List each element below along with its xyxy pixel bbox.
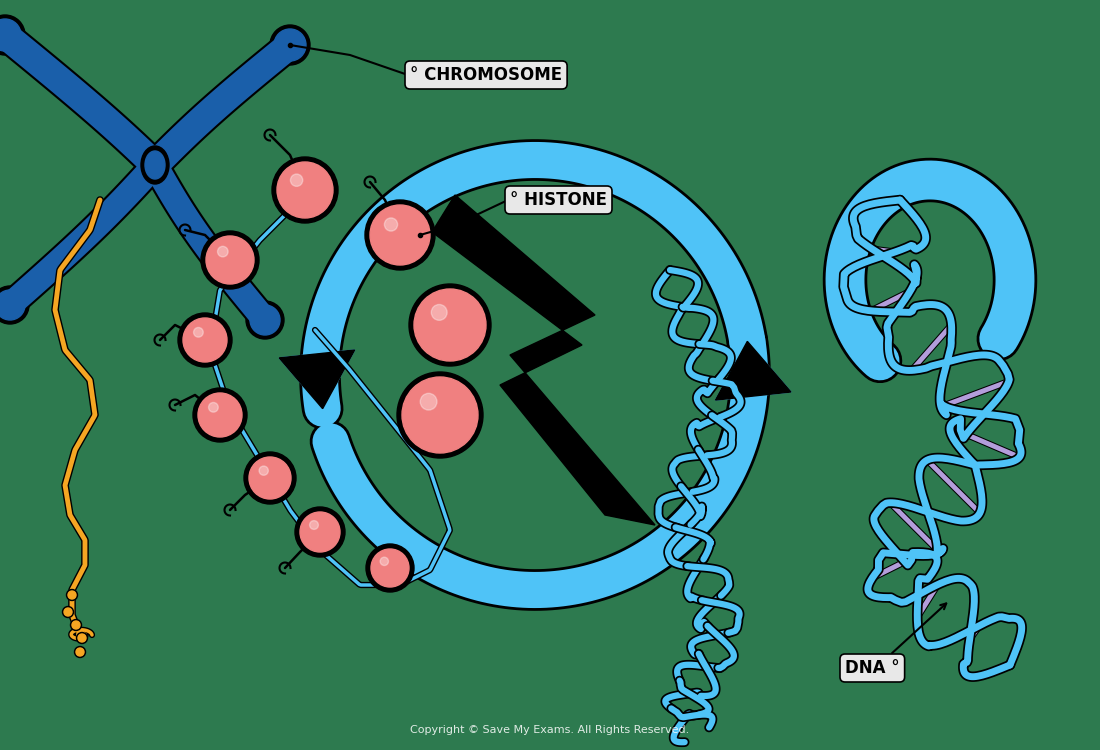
Circle shape bbox=[260, 466, 268, 476]
Text: ° HISTONE: ° HISTONE bbox=[510, 191, 607, 209]
Circle shape bbox=[370, 205, 430, 265]
Circle shape bbox=[218, 246, 228, 257]
Circle shape bbox=[63, 607, 74, 617]
Circle shape bbox=[371, 549, 409, 587]
Text: DNA °: DNA ° bbox=[845, 659, 900, 677]
Circle shape bbox=[0, 19, 21, 51]
Circle shape bbox=[75, 646, 86, 658]
Polygon shape bbox=[279, 350, 354, 409]
Circle shape bbox=[277, 162, 333, 218]
Circle shape bbox=[272, 157, 338, 223]
Circle shape bbox=[78, 634, 86, 642]
Text: ° CHROMOSOME: ° CHROMOSOME bbox=[410, 66, 562, 84]
Circle shape bbox=[250, 305, 280, 335]
Circle shape bbox=[381, 557, 388, 566]
Circle shape bbox=[64, 608, 72, 616]
Circle shape bbox=[384, 218, 397, 231]
Circle shape bbox=[178, 313, 232, 367]
Circle shape bbox=[66, 590, 77, 601]
Circle shape bbox=[365, 200, 435, 270]
Circle shape bbox=[300, 512, 340, 552]
Circle shape bbox=[295, 507, 345, 557]
Circle shape bbox=[206, 236, 254, 284]
Circle shape bbox=[183, 318, 227, 362]
Text: Copyright © Save My Exams. All Rights Reserved.: Copyright © Save My Exams. All Rights Re… bbox=[410, 725, 690, 735]
Polygon shape bbox=[432, 195, 654, 525]
Ellipse shape bbox=[145, 151, 165, 179]
Circle shape bbox=[244, 452, 296, 504]
Circle shape bbox=[249, 457, 292, 499]
Circle shape bbox=[0, 286, 29, 324]
Circle shape bbox=[309, 520, 318, 530]
Circle shape bbox=[70, 620, 81, 631]
Circle shape bbox=[274, 29, 306, 61]
Circle shape bbox=[0, 15, 25, 55]
Circle shape bbox=[420, 393, 437, 410]
Polygon shape bbox=[715, 341, 791, 400]
Circle shape bbox=[192, 388, 248, 442]
Ellipse shape bbox=[141, 146, 169, 184]
Circle shape bbox=[397, 372, 483, 458]
Circle shape bbox=[0, 290, 25, 320]
Circle shape bbox=[194, 328, 204, 338]
Polygon shape bbox=[279, 350, 354, 409]
Circle shape bbox=[198, 393, 242, 437]
Circle shape bbox=[270, 25, 310, 65]
Circle shape bbox=[414, 289, 486, 361]
Circle shape bbox=[366, 544, 414, 592]
Circle shape bbox=[77, 632, 88, 644]
Circle shape bbox=[201, 231, 258, 289]
Circle shape bbox=[290, 174, 303, 186]
Circle shape bbox=[72, 621, 80, 629]
Polygon shape bbox=[715, 341, 791, 400]
Circle shape bbox=[68, 591, 76, 599]
Circle shape bbox=[246, 301, 284, 339]
Circle shape bbox=[402, 377, 478, 453]
Circle shape bbox=[76, 648, 84, 656]
Circle shape bbox=[409, 284, 491, 366]
Circle shape bbox=[431, 304, 447, 320]
Circle shape bbox=[209, 403, 218, 412]
